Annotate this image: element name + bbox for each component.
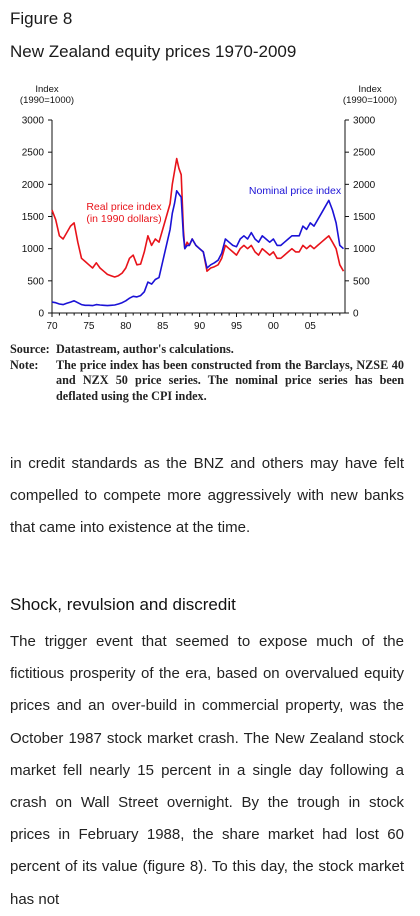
- y-tick-label-right: 2000: [353, 180, 376, 191]
- y-tick-label-left: 1000: [22, 244, 45, 255]
- chart-note: Note: The price index has been construct…: [10, 358, 404, 405]
- source-note: Source: Datastream, author's calculation…: [10, 342, 404, 358]
- real-series-label-line-1: Real price index: [86, 201, 162, 213]
- figure-notes: Source: Datastream, author's calculation…: [10, 342, 404, 404]
- y-tick-label-right: 0: [353, 309, 359, 320]
- y-tick-label-left: 1500: [22, 212, 45, 223]
- note-label: Note:: [10, 357, 39, 372]
- note-text: The price index has been constructed fro…: [56, 357, 404, 403]
- x-tick-label: 05: [305, 321, 317, 332]
- right-axis-label-line-2: (1990=1000): [343, 95, 397, 106]
- right-axis-label: Index (1990=1000): [343, 84, 397, 106]
- figure-label: Figure 8: [10, 9, 73, 28]
- y-tick-label-right: 3000: [353, 116, 376, 127]
- x-tick-label: 00: [268, 321, 280, 332]
- figure-title: New Zealand equity prices 1970-2009: [10, 42, 297, 61]
- chart-series: [51, 157, 345, 307]
- x-tick-label: 75: [83, 321, 95, 332]
- x-tick-label: 80: [120, 321, 132, 332]
- left-axis-label: Index (1990=1000): [20, 84, 74, 106]
- y-tick-label-right: 1500: [353, 212, 376, 223]
- y-tick-label-right: 2500: [353, 148, 376, 159]
- x-tick-label: 70: [46, 321, 58, 332]
- real-series-label: Real price index (in 1990 dollars): [86, 201, 162, 225]
- body-paragraph-2: The trigger event that seemed to expose …: [10, 633, 404, 908]
- y-tick-label-left: 2500: [22, 148, 45, 159]
- right-axis-label-line-1: Index: [358, 84, 381, 95]
- y-tick-label-left: 0: [38, 309, 44, 320]
- y-tick-label-left: 2000: [22, 180, 45, 191]
- x-tick-label: 90: [194, 321, 206, 332]
- body-paragraph-1: in credit standards as the BNZ and other…: [10, 455, 404, 537]
- nominal-price-index-line: [51, 190, 345, 307]
- y-tick-label-left: 3000: [22, 116, 45, 127]
- left-axis-label-line-2: (1990=1000): [20, 95, 74, 106]
- source-label: Source:: [10, 342, 50, 356]
- section-heading: Shock, revulsion and discredit: [10, 595, 236, 614]
- y-tick-label-left: 500: [27, 276, 44, 287]
- y-tick-label-right: 500: [353, 276, 370, 287]
- x-tick-label: 85: [157, 321, 169, 332]
- x-tick-label: 95: [231, 321, 243, 332]
- left-axis-label-line-1: Index: [35, 84, 58, 95]
- y-tick-label-right: 1000: [353, 244, 376, 255]
- source-text: Datastream, author's calculations.: [56, 342, 234, 356]
- real-series-label-line-2: (in 1990 dollars): [86, 213, 161, 225]
- equity-price-chart: Index (1990=1000) Index (1990=1000) 0 050…: [20, 84, 397, 333]
- nominal-series-label: Nominal price index: [249, 185, 342, 197]
